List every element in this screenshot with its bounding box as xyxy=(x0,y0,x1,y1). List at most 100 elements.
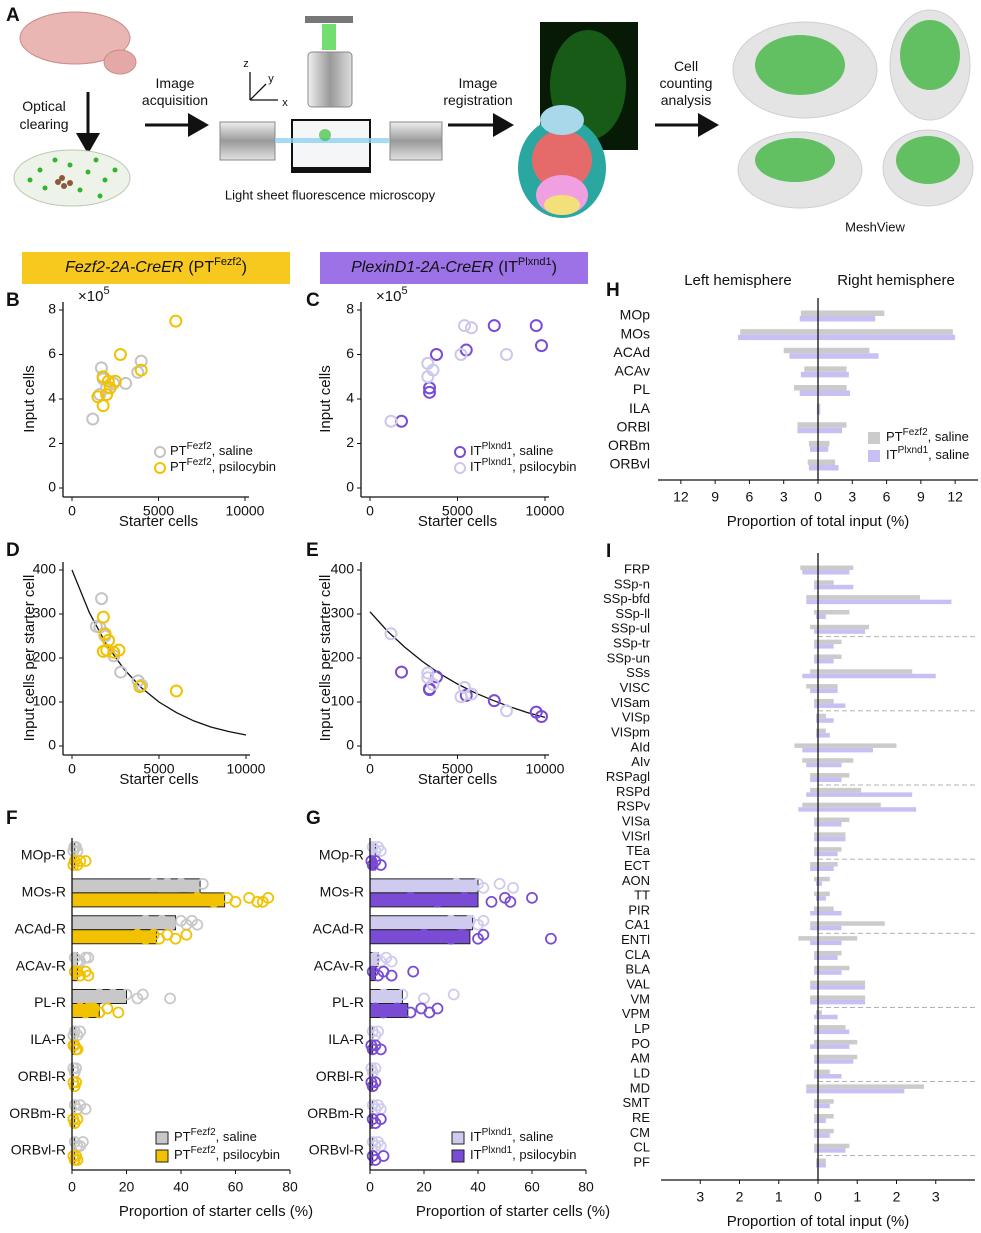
point xyxy=(251,895,264,908)
y-axis-label: Input cells xyxy=(21,365,38,433)
bar xyxy=(814,1074,818,1079)
point xyxy=(504,895,517,908)
bar xyxy=(740,329,818,335)
category-label: PF xyxy=(633,1154,650,1169)
point xyxy=(477,928,490,941)
y-tick-label: 2 xyxy=(48,434,56,450)
y-tick-label: 100 xyxy=(33,693,57,709)
y-tick-label: 300 xyxy=(331,605,355,621)
bar xyxy=(814,609,818,615)
legend-label-part: Fezf2 xyxy=(191,1145,216,1156)
point xyxy=(74,855,87,867)
bar xyxy=(818,999,866,1005)
bar xyxy=(802,802,818,808)
bar xyxy=(818,792,913,797)
point xyxy=(372,1025,385,1038)
y-tick-label: 200 xyxy=(331,649,355,665)
category-label: AM xyxy=(631,1051,651,1066)
bar xyxy=(789,353,818,359)
step-label-line: clearing xyxy=(19,116,68,132)
bar xyxy=(814,1114,818,1119)
point xyxy=(477,914,490,927)
y-tick-label: 0 xyxy=(48,737,56,753)
point xyxy=(426,677,440,691)
point xyxy=(98,627,112,641)
legend-marker xyxy=(451,1131,465,1145)
point xyxy=(114,665,128,679)
category-label: ILA-R xyxy=(30,1031,66,1047)
y-tick-label: 400 xyxy=(33,561,57,577)
bar xyxy=(810,999,818,1005)
bar xyxy=(818,1133,830,1138)
point xyxy=(79,1103,92,1116)
x-tick-label: 20 xyxy=(416,1179,432,1195)
bar xyxy=(802,673,818,679)
bar xyxy=(818,896,826,901)
x-tick-label: 6 xyxy=(883,489,891,505)
microscope xyxy=(219,16,443,173)
bar xyxy=(814,822,818,827)
bar xyxy=(794,743,818,748)
point xyxy=(374,1043,387,1056)
legend-label-part: Plxnd1 xyxy=(482,1145,513,1156)
bar xyxy=(818,347,870,354)
axis-letter: z xyxy=(243,58,249,70)
x-tick-label: 0 xyxy=(68,761,76,777)
step-label-line: Optical xyxy=(22,98,66,114)
category-label: CLA xyxy=(625,947,651,962)
bar xyxy=(818,1044,850,1049)
x-tick-label: 60 xyxy=(524,1179,540,1195)
caption: MeshView xyxy=(845,219,905,234)
x-tick-label: 10000 xyxy=(526,503,565,519)
bar xyxy=(810,688,818,694)
bar xyxy=(818,371,849,378)
point xyxy=(96,610,110,624)
bar xyxy=(818,1114,834,1119)
bar xyxy=(818,718,834,723)
point xyxy=(450,877,463,890)
point xyxy=(100,388,114,402)
legend-label-part: PT xyxy=(170,459,187,474)
category-label: AON xyxy=(622,873,650,888)
bar xyxy=(814,1054,818,1060)
legend-label: ITPlxnd1, saline xyxy=(470,441,553,459)
category-label: MD xyxy=(630,1080,650,1095)
point xyxy=(134,363,148,377)
bar xyxy=(818,940,842,946)
bar xyxy=(818,1025,846,1030)
bar xyxy=(818,1010,822,1015)
bar xyxy=(818,580,834,585)
point xyxy=(426,363,440,377)
annotation: Right hemisphere xyxy=(837,272,955,289)
point xyxy=(196,877,209,890)
bar xyxy=(818,881,822,886)
y-tick-label: 100 xyxy=(331,693,355,709)
x-tick-label: 3 xyxy=(848,489,856,505)
category-label: VISam xyxy=(611,695,650,710)
point xyxy=(120,988,133,1001)
x-tick-label: 3 xyxy=(932,1189,940,1205)
header-part: Fezf2 xyxy=(214,256,242,268)
bar xyxy=(818,688,838,694)
bar xyxy=(810,925,818,931)
legend-marker xyxy=(454,462,466,474)
legend-label: ITPlxnd1, saline xyxy=(470,1127,553,1145)
bar xyxy=(818,866,834,871)
bar xyxy=(810,787,818,793)
bar xyxy=(810,910,818,916)
bar xyxy=(818,614,826,619)
category-label: ACAv-R xyxy=(16,957,66,973)
x-tick-label: 2 xyxy=(736,1189,744,1205)
bar xyxy=(818,995,866,1000)
category-label: LP xyxy=(634,1021,650,1036)
bar xyxy=(802,570,818,575)
step-label-line: Image xyxy=(156,75,195,91)
bar xyxy=(808,465,818,471)
bar xyxy=(814,832,818,837)
bar xyxy=(818,876,830,882)
x-tick-label: 0 xyxy=(366,1179,374,1195)
category-label: VISpm xyxy=(611,725,650,740)
bar xyxy=(818,817,850,823)
bar xyxy=(814,1128,818,1134)
bar xyxy=(818,403,821,410)
